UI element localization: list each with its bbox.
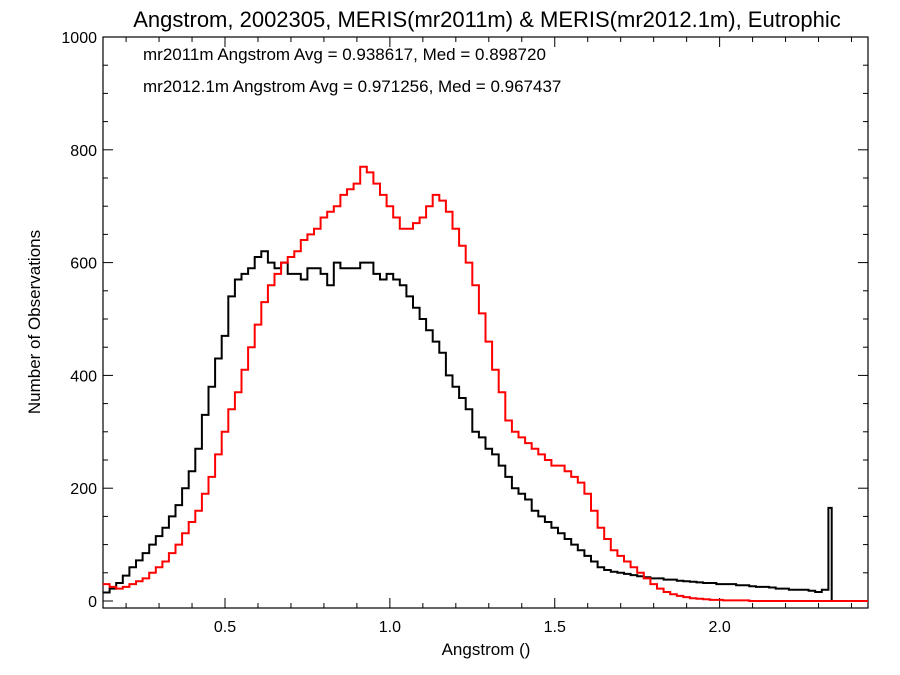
y-tick-label: 600 bbox=[70, 256, 97, 273]
plot-frame-rect bbox=[102, 36, 869, 609]
y-tick-label: 400 bbox=[70, 368, 97, 385]
x-axis-label: Angstrom () bbox=[442, 640, 531, 659]
x-tick-label: 1.5 bbox=[544, 619, 566, 636]
legend-annotation-mr2011m: mr2011m Angstrom Avg = 0.938617, Med = 0… bbox=[143, 45, 546, 64]
series-line-mr2011m bbox=[103, 250, 839, 602]
series-line-mr2012-1m bbox=[103, 165, 868, 602]
x-tick-label: 0.5 bbox=[214, 619, 236, 636]
y-tick-label: 200 bbox=[70, 481, 97, 498]
y-tick-label: 1000 bbox=[61, 30, 97, 47]
y-tick-label: 800 bbox=[70, 143, 97, 160]
y-axis-label: Number of Observations bbox=[25, 230, 44, 414]
legend-annotation-mr2012-1m: mr2012.1m Angstrom Avg = 0.971256, Med =… bbox=[143, 77, 561, 96]
series-group bbox=[103, 165, 868, 602]
plot-frame bbox=[102, 36, 869, 609]
y-tick-label: 0 bbox=[88, 594, 97, 611]
x-axis: 0.5 1.0 1.5 2.0 bbox=[125, 37, 853, 636]
chart-title: Angstrom, 2002305, MERIS(mr2011m) & MERI… bbox=[133, 7, 841, 32]
x-tick-label: 2.0 bbox=[708, 619, 730, 636]
x-tick-label: 1.0 bbox=[379, 619, 401, 636]
y-axis: 0 200 400 600 800 1000 bbox=[61, 30, 868, 611]
